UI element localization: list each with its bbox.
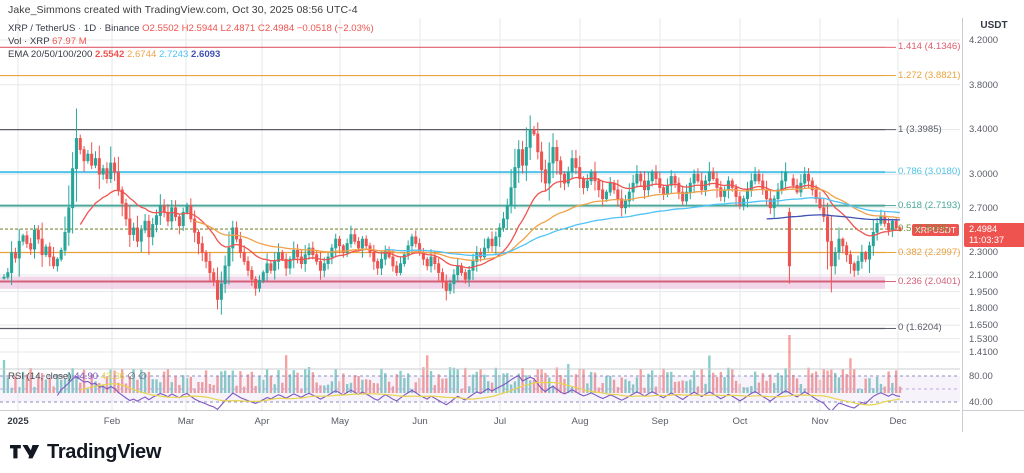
tradingview-logo-text: TradingView	[47, 441, 162, 463]
price-tick-5: 2.3000	[969, 247, 999, 259]
time-tick-dec: Dec	[889, 416, 907, 427]
time-tick-jul: Jul	[493, 416, 507, 427]
time-tick-2025: 2025	[7, 416, 29, 427]
price-tick-4: 2.7000	[969, 202, 999, 214]
axis-corner	[962, 410, 1024, 432]
current-price-time: 11:03:37	[969, 234, 1005, 245]
price-pane[interactable]	[0, 18, 960, 393]
price-tick-10: 1.5300	[969, 333, 999, 345]
footer: TradingView	[0, 433, 1024, 473]
price-tick-9: 1.6500	[969, 320, 999, 332]
time-tick-aug: Aug	[571, 416, 589, 427]
rsi-plot	[0, 370, 960, 412]
price-tick-11: 1.4100	[969, 347, 999, 358]
rsi-tick-1: 40.00	[969, 397, 993, 408]
rsi-tick-0: 80.00	[969, 371, 993, 382]
time-tick-jun: Jun	[412, 416, 428, 427]
price-plot	[0, 18, 960, 393]
current-price-value: 2.4984	[969, 224, 998, 235]
price-tick-0: 4.2000	[969, 35, 999, 46]
time-tick-may: May	[330, 416, 350, 427]
chart-area[interactable]: 1.414 (4.1346) 1.272 (3.8821) 1 (3.3985) 0.…	[0, 18, 960, 412]
time-tick-apr: Apr	[254, 416, 270, 427]
time-tick-mar: Mar	[177, 416, 195, 427]
price-tick-8: 1.8000	[969, 303, 999, 315]
rsi-pane[interactable]	[0, 370, 960, 412]
time-tick-oct: Oct	[732, 416, 748, 427]
price-tick-7: 1.9500	[969, 286, 999, 298]
time-tick-nov: Nov	[811, 416, 829, 427]
time-tick-sep: Sep	[651, 416, 669, 427]
price-tick-2: 3.4000	[969, 124, 999, 136]
symbol-price-badge: XRPUSDT	[912, 224, 960, 237]
price-tick-6: 2.1000	[969, 269, 999, 281]
price-tick-1: 3.8000	[969, 79, 999, 91]
time-tick-feb: Feb	[103, 416, 121, 427]
time-axis[interactable]: 2025 Feb Mar Apr May Jun Jul Aug Sep Oct Nov Dec	[0, 410, 960, 432]
price-axis[interactable]: USDT 4.2000 3.8000 3.4000 3.0000 2.7000 2.300…	[962, 18, 1024, 410]
price-axis-title: USDT	[980, 20, 1008, 31]
tradingview-logo[interactable]: TradingView	[10, 441, 161, 464]
attribution-watermark: Jake_Simmons created with TradingView.co…	[8, 4, 358, 16]
current-price-badge: 2.4984 11:03:37	[964, 223, 1024, 248]
price-tick-3: 3.0000	[969, 169, 999, 181]
tradingview-mark-icon	[10, 445, 40, 459]
